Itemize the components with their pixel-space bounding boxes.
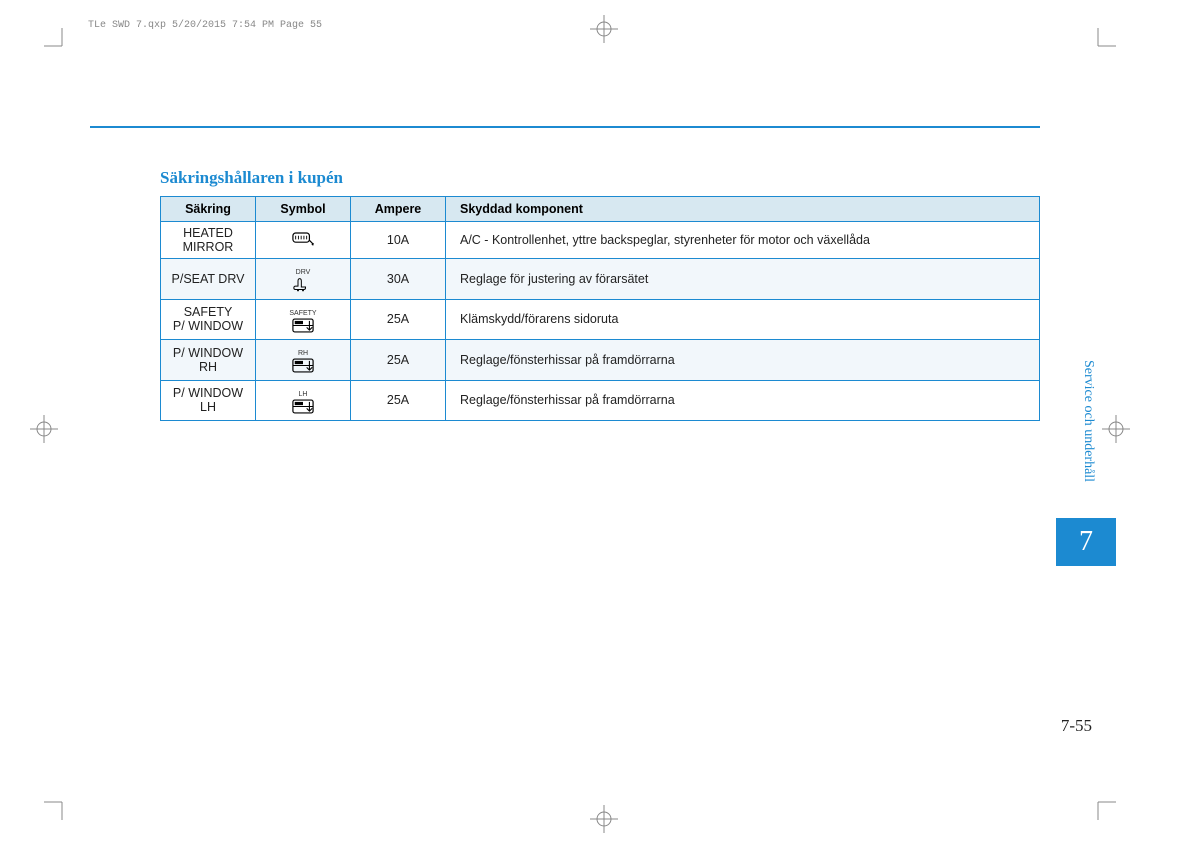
fuse-table: Säkring Symbol Ampere Skyddad komponent …: [160, 196, 1040, 421]
table-row: P/ WINDOWRH RH 25AReglage/fönsterhissar på…: [161, 340, 1040, 381]
cell-ampere: 25A: [351, 340, 446, 381]
cell-protected: Klämskydd/förarens sidoruta: [446, 299, 1040, 340]
side-tab-label: Service och underhåll: [1080, 360, 1096, 482]
cell-symbol: LH: [256, 380, 351, 421]
seat-icon: [292, 277, 314, 295]
cell-protected: Reglage/fönsterhissar på framdörrarna: [446, 340, 1040, 381]
crop-mark-icon: [1092, 28, 1116, 52]
register-mark-icon: [1102, 415, 1130, 443]
window-icon: [292, 358, 314, 376]
cell-ampere: 10A: [351, 222, 446, 259]
symbol-tag: SAFETY: [289, 310, 316, 317]
table-row: HEATEDMIRROR 10AA/C - Kontrollenhet, yttr…: [161, 222, 1040, 259]
crop-mark-icon: [1092, 796, 1116, 820]
col-header-symbol: Symbol: [256, 197, 351, 222]
cell-symbol: DRV: [256, 259, 351, 300]
window-icon: [292, 399, 314, 417]
cell-ampere: 25A: [351, 380, 446, 421]
cell-symbol: RH: [256, 340, 351, 381]
symbol-tag: RH: [298, 350, 308, 357]
cell-protected: A/C - Kontrollenhet, yttre backspeglar, …: [446, 222, 1040, 259]
col-header-fuse: Säkring: [161, 197, 256, 222]
register-mark-icon: [590, 805, 618, 833]
table-row: P/ WINDOWLH LH 25AReglage/fönsterhissar på…: [161, 380, 1040, 421]
cell-protected: Reglage för justering av förarsätet: [446, 259, 1040, 300]
cell-ampere: 30A: [351, 259, 446, 300]
cell-symbol: SAFETY: [256, 299, 351, 340]
cell-fuse: P/ WINDOWRH: [161, 340, 256, 381]
cell-fuse: P/SEAT DRV: [161, 259, 256, 300]
cell-symbol: [256, 222, 351, 259]
mirror-icon: [292, 231, 314, 249]
cell-protected: Reglage/fönsterhissar på framdörrarna: [446, 380, 1040, 421]
cell-ampere: 25A: [351, 299, 446, 340]
chapter-badge: 7: [1056, 518, 1116, 566]
content-area: Säkringshållaren i kupén Säkring Symbol …: [160, 168, 1040, 421]
page-number: 7-55: [1061, 716, 1092, 736]
section-title: Säkringshållaren i kupén: [160, 168, 1040, 188]
table-row: P/SEAT DRV DRV 30AReglage för justering av…: [161, 259, 1040, 300]
print-meta: TLe SWD 7.qxp 5/20/2015 7:54 PM Page 55: [88, 20, 322, 31]
register-mark-icon: [30, 415, 58, 443]
cell-fuse: SAFETYP/ WINDOW: [161, 299, 256, 340]
symbol-tag: DRV: [296, 269, 311, 276]
col-header-ampere: Ampere: [351, 197, 446, 222]
cell-fuse: HEATEDMIRROR: [161, 222, 256, 259]
table-row: SAFETYP/ WINDOW SAFETY 25AKlämskydd/förare…: [161, 299, 1040, 340]
crop-mark-icon: [44, 28, 68, 52]
symbol-tag: LH: [299, 391, 308, 398]
register-mark-icon: [590, 15, 618, 43]
crop-mark-icon: [44, 796, 68, 820]
top-rule: [90, 126, 1040, 128]
col-header-protected: Skyddad komponent: [446, 197, 1040, 222]
cell-fuse: P/ WINDOWLH: [161, 380, 256, 421]
window-icon: [292, 318, 314, 336]
